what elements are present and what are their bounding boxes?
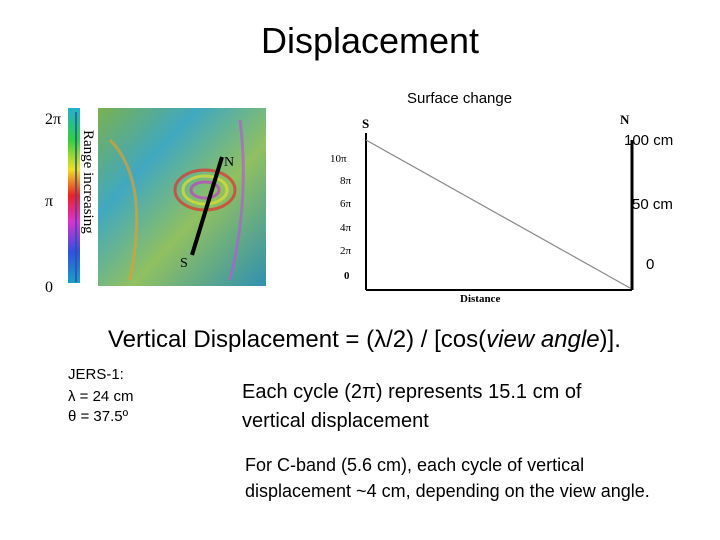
cband-note: For C-band (5.6 cm), each cycle of verti…: [245, 455, 650, 501]
scale-label: Range increasing: [80, 130, 96, 234]
surface-label: 50 cm: [632, 196, 673, 213]
surface-label: 0: [646, 256, 655, 273]
y-tick: 2π: [340, 245, 352, 257]
formula-text: view angle: [486, 326, 600, 353]
jers-title: JERS-1:: [68, 366, 124, 383]
color-bar: [68, 108, 80, 283]
profile-end: S: [180, 256, 188, 271]
plot-label: S: [362, 116, 369, 131]
slide-title: Displacement: [260, 20, 480, 61]
interferogram: [98, 108, 266, 286]
profile-end: N: [224, 155, 234, 170]
y-tick: 0: [344, 270, 350, 282]
y-tick: 10π: [330, 153, 347, 165]
cycle-note: Each cycle (2π) represents 15.1 cm of ve…: [242, 381, 582, 432]
x-label: Distance: [460, 293, 500, 305]
plot-label: N: [620, 112, 630, 127]
scale-tick: π: [45, 193, 53, 210]
scale-tick: 2π: [45, 111, 61, 128]
y-tick: 8π: [340, 175, 352, 187]
surface-change-title: Surface change: [407, 90, 513, 107]
jers-line: λ = 24 cm: [68, 388, 134, 405]
profile: [365, 139, 631, 289]
formula-text: )].: [599, 326, 621, 353]
surface-label: 100 cm: [624, 132, 674, 149]
y-tick: 4π: [340, 222, 352, 234]
formula-text: Vertical Displacement = (λ/2) / [cos(: [108, 326, 487, 353]
jers-line: θ = 37.5º: [68, 408, 129, 425]
profile-line: [190, 156, 224, 256]
figures: 2π π 0 Range increasing N S S N Distance…: [45, 108, 634, 305]
formula: Vertical Displacement = (λ/2) / [cos(vie…: [108, 326, 621, 354]
scale-tick: 0: [45, 279, 53, 296]
y-tick: 6π: [340, 198, 352, 210]
